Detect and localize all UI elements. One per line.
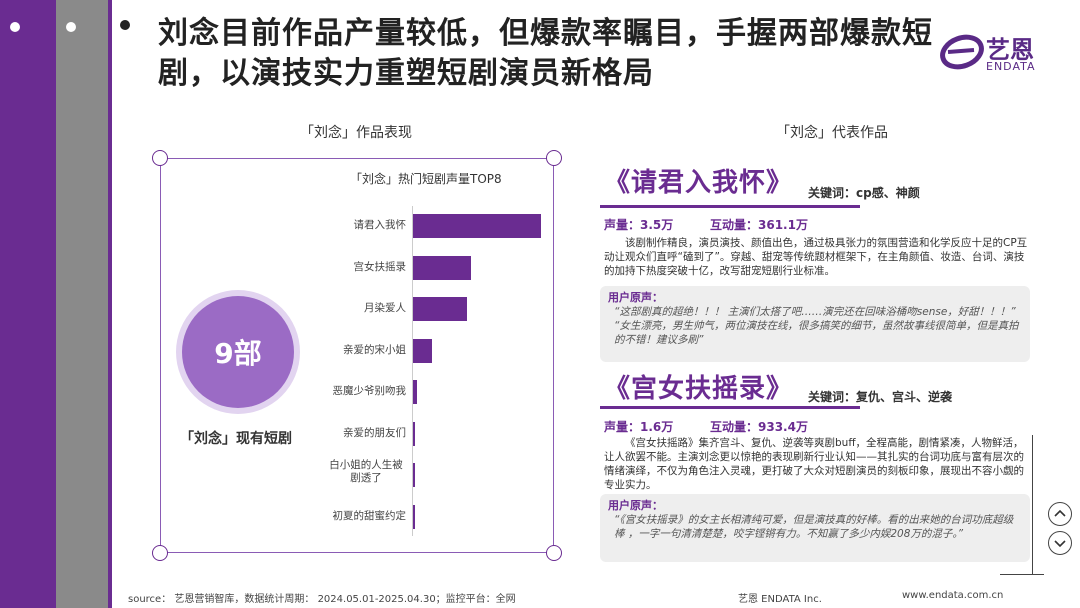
frame-corner-tr — [546, 150, 562, 166]
title-bullet — [120, 20, 130, 30]
work-2-title: 《宫女扶摇录》 — [604, 374, 794, 404]
work-2-volume: 声量：1.6万 — [604, 420, 674, 434]
chart-bar — [413, 380, 417, 404]
decor-dot-2 — [66, 22, 76, 32]
work-2-interaction: 互动量：933.4万 — [710, 420, 808, 434]
work-2-review-1: “《宫女扶摇录》的女主长相清纯可爱，但是演技真的好棒。看的出来她的台词功底超级棒… — [614, 514, 1014, 540]
works-count-label: 「刘念」现有短剧 — [180, 431, 292, 447]
chart-category-label: 亲爱的宋小姐 — [343, 343, 406, 356]
left-accent-line — [108, 0, 112, 608]
chart-bar — [413, 214, 541, 238]
frame-corner-bl — [152, 545, 168, 561]
chart-category-label: 请君入我怀 — [353, 219, 407, 231]
chart-category-label: 初夏的甜蜜约定 — [332, 509, 407, 522]
logo-text-cn: 艺恩 — [986, 36, 1034, 64]
decor-vertical-line — [1032, 435, 1033, 575]
chart-axis — [412, 206, 413, 536]
logo-text-en: ENDATA — [986, 60, 1036, 73]
up-arrow-icon — [1054, 509, 1066, 517]
footer-company: 艺恩 ENDATA Inc. — [738, 594, 822, 605]
down-arrow-icon — [1054, 540, 1066, 548]
work-1-keywords: 关键词：cp感、神颜 — [808, 186, 920, 200]
chart-title: 「刘念」热门短剧声量TOP8 — [350, 172, 502, 186]
work-1-interaction: 互动量：361.1万 — [710, 218, 808, 232]
scroll-up-button[interactable] — [1048, 502, 1072, 526]
work-1-volume: 声量：3.5万 — [604, 218, 674, 232]
chart-bar — [413, 338, 433, 363]
chart-bar — [413, 297, 467, 321]
chart-bar — [413, 463, 415, 487]
works-frame — [160, 158, 554, 553]
decor-horizontal-line — [1000, 574, 1044, 575]
chart-category-label: 白小姐的人生被剧透了 — [329, 459, 403, 484]
page-title: 刘念目前作品产量较低，但爆款率瞩目，手握两部爆款短剧，以演技实力重塑短剧演员新格… — [158, 16, 933, 91]
chart-category-label: 恶魔少爷别吻我 — [332, 385, 407, 397]
work-2-reviews: 用户原声： “《宫女扶摇录》的女主长相清纯可爱，但是演技真的好棒。看的出来她的台… — [600, 494, 1030, 562]
decor-dot-1 — [10, 22, 20, 32]
frame-corner-br — [546, 545, 562, 561]
chart-bar — [413, 504, 415, 529]
chart-category-label: 月染爱人 — [364, 302, 406, 314]
work-1-description: 该剧制作精良，演员演技、颜值出色，通过极具张力的氛围营造和化学反应十足的CP互动… — [604, 237, 1028, 277]
chart-bar — [413, 255, 471, 280]
left-gray-strip — [56, 0, 108, 608]
chart-category-label: 亲爱的朋友们 — [343, 426, 406, 439]
frame-corner-tl — [152, 150, 168, 166]
work-2-description: 《宫女扶摇路》集齐宫斗、复仇、逆袭等爽剧buff，全程高能，剧情紧凑，人物鲜活，… — [604, 437, 1024, 491]
endata-logo: 艺恩 ENDATA — [940, 28, 1060, 78]
work-2-review-title: 用户原声： — [608, 499, 663, 512]
work-1-review-2: “女生漂亮，男生帅气，两位演技在线，很多搞笑的细节，虽然故事线很简单，但是真拍的… — [614, 320, 1019, 346]
works-count-circle: 9部 — [182, 296, 294, 408]
work-1-review-1: “这部剧真的超绝！！！ 主演们太搭了吧……演完还在回味浴桶吻sense，好甜！！… — [614, 306, 1016, 318]
scroll-down-button[interactable] — [1048, 531, 1072, 555]
endata-logo-icon — [940, 34, 984, 70]
work-2-keywords: 关键词：复仇、宫斗、逆袭 — [808, 390, 953, 404]
right-section-title: 「刘念」代表作品 — [776, 125, 888, 141]
work-1-underline — [600, 205, 860, 208]
chart-bar — [413, 421, 415, 446]
chart-category-label: 宫女扶摇录 — [353, 260, 407, 273]
left-purple-strip — [0, 0, 56, 608]
left-section-title: 「刘念」作品表现 — [300, 125, 412, 141]
work-1-title: 《请君入我怀》 — [604, 168, 794, 198]
footer-source: source： 艺恩营销智库，数据统计周期： 2024.05.01-2025.0… — [128, 594, 516, 605]
work-1-review-title: 用户原声： — [608, 291, 663, 304]
work-2-underline — [600, 406, 860, 409]
footer-url[interactable]: www.endata.com.cn — [902, 590, 1004, 601]
works-count-value: 9部 — [214, 337, 262, 370]
work-1-reviews: 用户原声： “这部剧真的超绝！！！ 主演们太搭了吧……演完还在回味浴桶吻sens… — [600, 286, 1030, 362]
